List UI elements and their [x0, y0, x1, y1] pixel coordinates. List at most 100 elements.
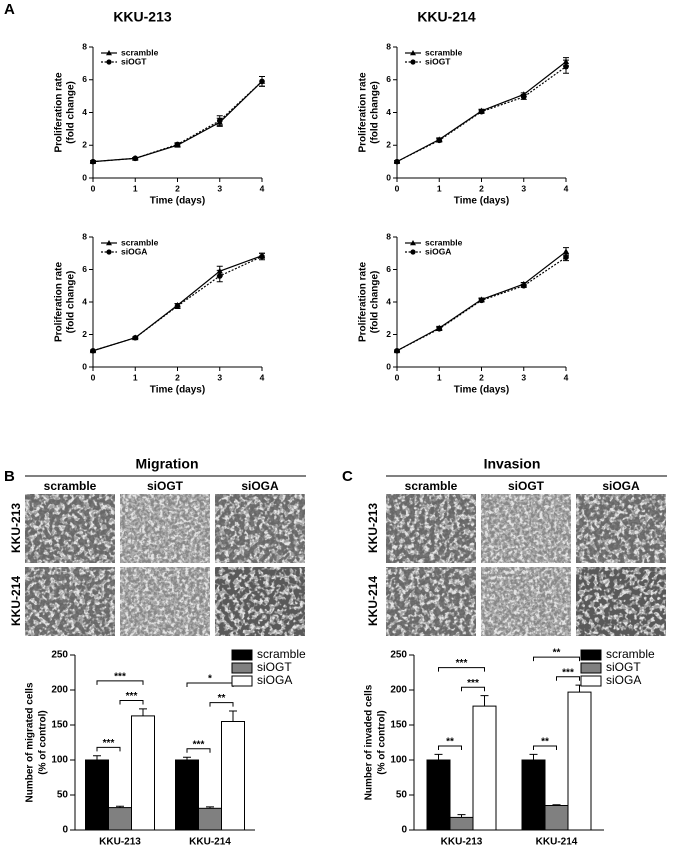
- x-tick-label: 3: [521, 372, 526, 382]
- bar: [85, 759, 109, 831]
- x-axis-label: Time (days): [454, 196, 509, 207]
- chart-title: KKU-213: [113, 9, 172, 25]
- y-tick-label: 0: [82, 172, 87, 182]
- legend-swatch: [580, 649, 602, 661]
- series-line: [92, 80, 263, 163]
- row-label: KKU-214: [366, 576, 380, 626]
- significance-label: ***: [456, 658, 468, 669]
- bar: [472, 705, 497, 831]
- y-tick-label: 200: [51, 685, 68, 696]
- bar: [108, 807, 132, 831]
- error-bar: [229, 710, 237, 722]
- significance-bracket: [533, 656, 580, 662]
- y-tick-label: 50: [396, 790, 408, 801]
- column-label: siOGT: [508, 479, 545, 493]
- legend-label: scramble: [121, 47, 159, 57]
- y-axis-label: Number of migrated cells: [25, 682, 36, 802]
- y-tick-label: 6: [82, 264, 87, 274]
- y-tick-label: 250: [51, 650, 68, 661]
- marker: [478, 108, 485, 115]
- legend-label: scramble: [257, 647, 306, 661]
- y-tick-label: 2: [386, 329, 391, 339]
- marker: [259, 253, 265, 260]
- x-tick-label: 0: [395, 183, 400, 193]
- y-tick-label: 200: [390, 685, 407, 696]
- bar: [221, 721, 245, 831]
- micrograph-cells: [386, 494, 476, 563]
- y-tick-label: 150: [390, 720, 407, 731]
- marker: [90, 158, 96, 165]
- significance-bracket: [533, 745, 557, 750]
- legend-label: scramble: [121, 237, 159, 247]
- marker: [394, 158, 400, 165]
- x-tick-label: KKU-214: [189, 837, 231, 848]
- legend-label: siOGT: [257, 660, 292, 674]
- x-tick-label: KKU-213: [441, 837, 483, 848]
- marker: [132, 155, 139, 162]
- marker: [394, 347, 400, 354]
- legend-label: siOGT: [121, 56, 147, 66]
- y-tick-label: 50: [57, 790, 69, 801]
- y-tick-label: 4: [82, 107, 87, 117]
- marker: [563, 63, 569, 70]
- legend-swatch: [231, 675, 253, 687]
- y-tick-label: 0: [386, 172, 391, 182]
- legend-marker: [410, 59, 416, 65]
- x-tick-label: 0: [395, 372, 400, 382]
- x-tick-label: 1: [133, 183, 138, 193]
- marker: [174, 141, 181, 148]
- y-axis-label: (% of control): [38, 710, 49, 774]
- legend-label: scramble: [606, 647, 655, 661]
- significance-bracket: [96, 680, 144, 685]
- error-bar: [139, 708, 147, 716]
- column-label: scramble: [405, 479, 458, 493]
- y-tick-label: 0: [82, 361, 87, 371]
- x-axis-label: Time (days): [150, 385, 205, 396]
- panel-title: Invasion: [484, 456, 541, 472]
- legend-marker: [106, 249, 112, 255]
- micrograph-cells: [25, 494, 115, 563]
- x-tick-label: 4: [564, 372, 569, 382]
- micrograph-cells: [576, 494, 666, 563]
- micrograph-cells: [120, 567, 210, 636]
- legend-label: siOGA: [121, 246, 147, 256]
- column-label: siOGA: [241, 479, 279, 493]
- x-tick-label: KKU-214: [536, 837, 578, 848]
- legend-swatch: [580, 675, 602, 687]
- legend-marker: [410, 249, 416, 255]
- error-bar: [93, 755, 101, 760]
- y-tick-label: 0: [386, 361, 391, 371]
- row-label: KKU-214: [9, 576, 23, 626]
- error-bar: [529, 753, 538, 760]
- bar: [449, 816, 474, 831]
- x-tick-label: 2: [479, 372, 484, 382]
- x-tick-label: 3: [217, 183, 222, 193]
- y-axis-label: Proliferation rate: [358, 262, 369, 342]
- micrographs: [25, 494, 666, 636]
- significance-label: *: [208, 674, 212, 685]
- x-tick-label: 2: [175, 372, 180, 382]
- y-tick-label: 150: [51, 720, 68, 731]
- x-tick-label: 4: [260, 183, 265, 193]
- chart-title: KKU-214: [417, 9, 476, 25]
- y-axis-label: (fold change): [66, 81, 77, 144]
- significance-label: ***: [193, 739, 205, 750]
- bar: [175, 759, 199, 831]
- significance-bracket: [438, 745, 462, 750]
- error-bar: [480, 695, 489, 707]
- panel-label: C: [342, 468, 353, 485]
- bar: [521, 759, 546, 831]
- column-label: scramble: [44, 479, 97, 493]
- y-axis-label: Proliferation rate: [54, 262, 65, 342]
- micrograph-cells: [120, 494, 210, 563]
- marker: [174, 303, 181, 309]
- marker: [132, 334, 139, 341]
- x-tick-label: 0: [91, 183, 96, 193]
- y-tick-label: 4: [82, 296, 87, 306]
- column-label: siOGA: [602, 479, 640, 493]
- legend-marker: [106, 59, 112, 65]
- y-tick-label: 8: [386, 231, 391, 241]
- micrograph-cells: [215, 494, 305, 563]
- y-tick-label: 250: [390, 650, 407, 661]
- micrograph-cells: [25, 567, 115, 636]
